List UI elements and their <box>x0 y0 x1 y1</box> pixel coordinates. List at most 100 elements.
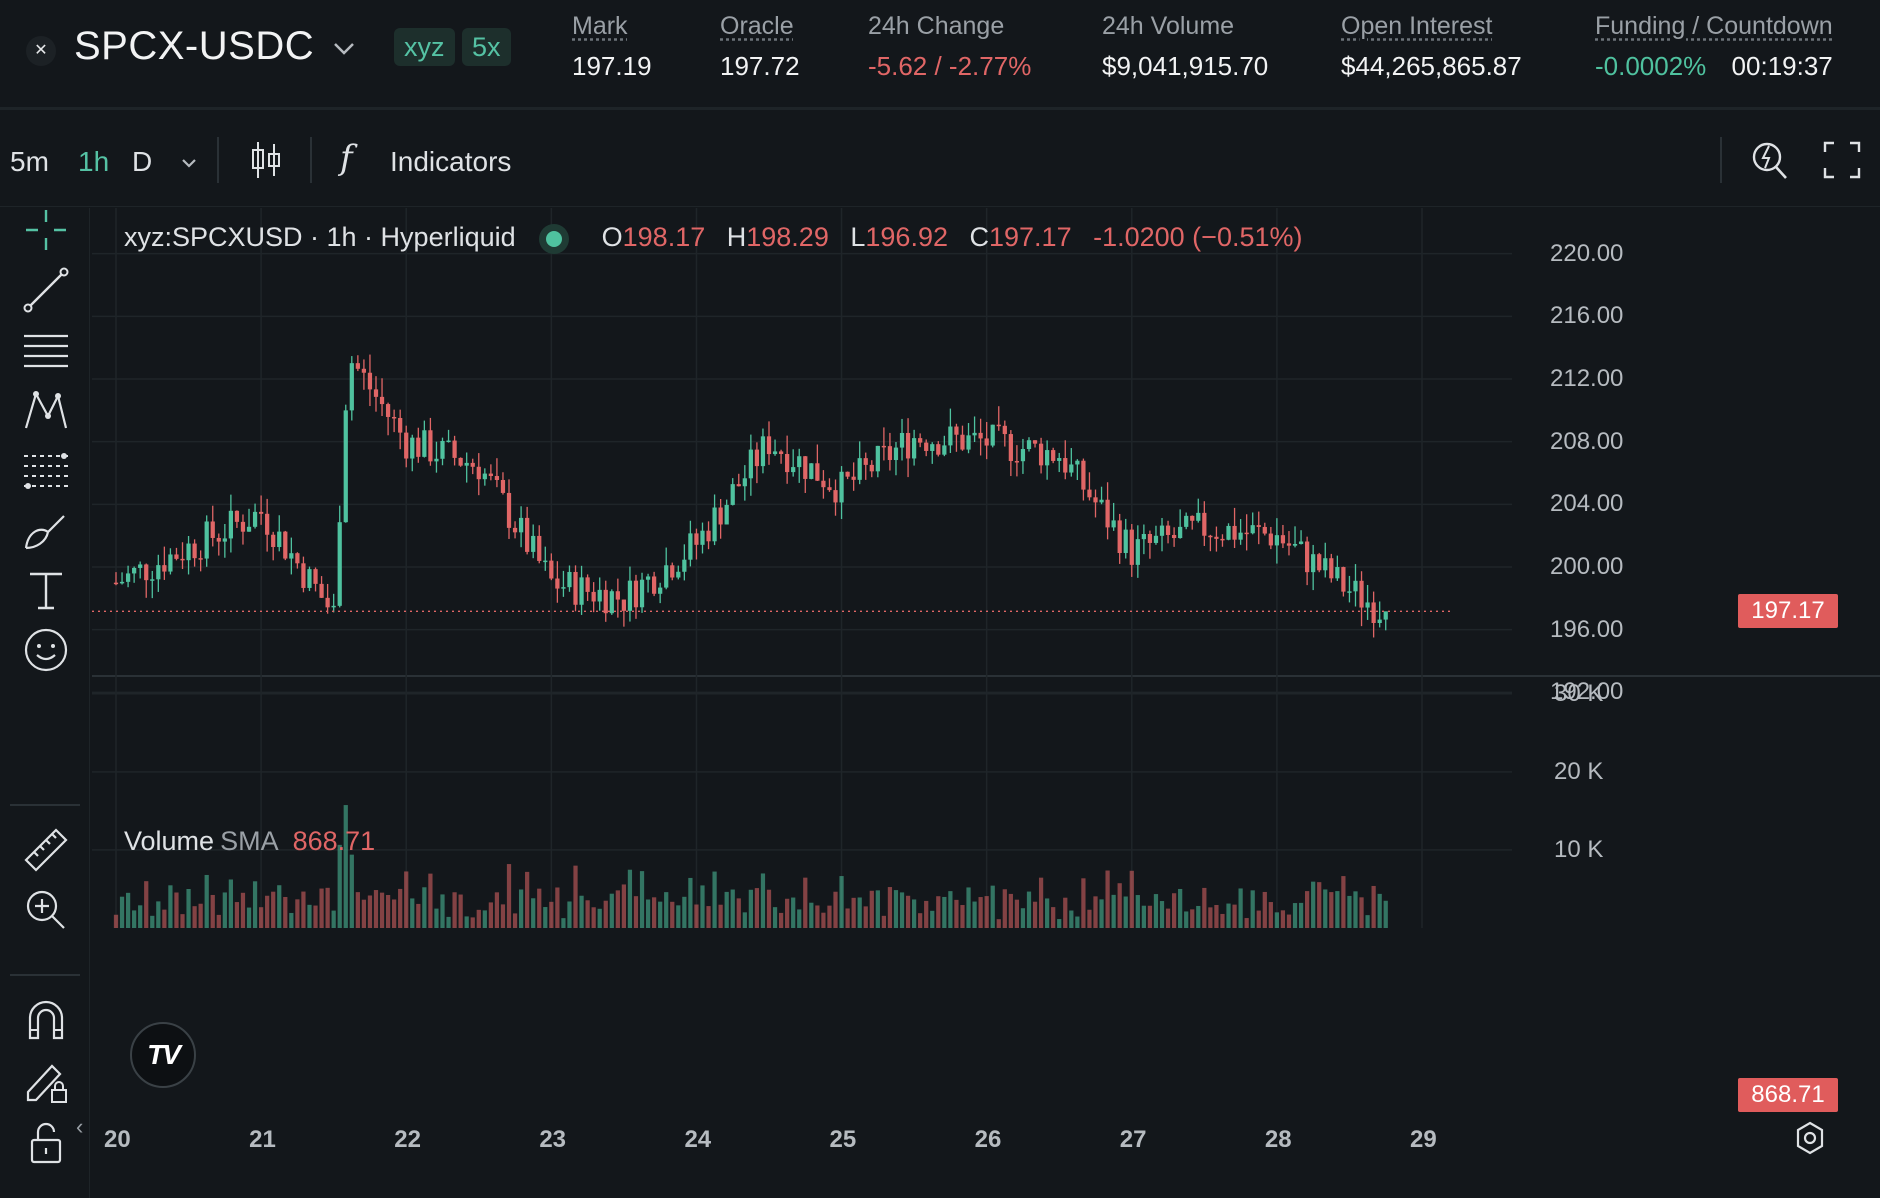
toolbar-divider <box>217 137 219 183</box>
volume-bar <box>639 871 645 928</box>
candlestick-icon[interactable] <box>248 140 284 180</box>
magnet-icon[interactable] <box>18 992 74 1048</box>
toolbar-divider <box>1720 137 1722 183</box>
candle-body <box>313 569 318 584</box>
candle-body <box>1383 611 1388 620</box>
timeframe-1h[interactable]: 1h <box>78 146 110 177</box>
chart-area[interactable]: xyz:SPCXUSD · 1h · Hyperliquid O198.17 H1… <box>76 208 1880 1198</box>
candle-body <box>1051 450 1056 461</box>
candle-body <box>905 432 911 459</box>
volume-bar <box>978 897 983 928</box>
candle-body <box>863 458 868 465</box>
trend-line-icon[interactable] <box>18 262 74 318</box>
volume-bar <box>857 897 862 928</box>
pair-name[interactable]: SPCX-USDC <box>74 24 315 68</box>
candle-body <box>1063 458 1068 473</box>
candle-body <box>609 591 614 614</box>
fullscreen-icon[interactable] <box>1822 140 1862 180</box>
candle-body <box>1371 602 1376 623</box>
volume-bar <box>234 902 240 928</box>
candle-body <box>1262 526 1267 534</box>
timeframe-d[interactable]: D <box>132 146 153 177</box>
candle-body <box>1353 580 1358 592</box>
volume-bar <box>283 896 288 928</box>
date-tick-label: 29 <box>1410 1126 1437 1153</box>
volume-bar <box>1268 902 1273 928</box>
candle-body <box>325 597 330 608</box>
volume-bar <box>1335 891 1340 928</box>
volume-bar <box>778 912 784 928</box>
lock-drawings-icon[interactable] <box>18 1052 74 1108</box>
volume-value: $9,041,915.70 <box>1102 51 1269 81</box>
timeframe-5m[interactable]: 5m <box>10 146 49 177</box>
candle-body <box>924 442 929 451</box>
scroll-left-icon[interactable]: ‹ <box>76 1114 84 1139</box>
volume-bar <box>736 898 741 928</box>
candle-body <box>1311 554 1316 573</box>
candle-body <box>1026 440 1032 450</box>
volume-bar <box>863 906 868 928</box>
candle-body <box>996 424 1001 427</box>
chart-toolbar: 5m 1h D f Indicators <box>0 112 1880 207</box>
price-chart-canvas[interactable] <box>92 208 1880 1198</box>
candle-body <box>760 436 766 467</box>
volume-bar <box>1087 909 1092 928</box>
volume-bar <box>132 910 137 928</box>
candle-body <box>452 440 457 458</box>
candle-body <box>410 437 415 459</box>
candle-body <box>1117 520 1122 554</box>
candle-body <box>307 569 312 588</box>
emoji-icon[interactable] <box>18 622 74 678</box>
open-value: 198.17 <box>622 222 706 252</box>
candle-body <box>125 573 131 582</box>
volume-bar <box>1123 896 1128 928</box>
indicators-button[interactable]: Indicators <box>390 146 512 177</box>
candle-body <box>652 576 657 594</box>
candle-body <box>1141 534 1146 540</box>
volume-bar <box>1153 894 1159 928</box>
volume-bar <box>1063 897 1068 928</box>
horizontal-lines-icon[interactable] <box>18 322 74 378</box>
zoom-in-icon[interactable] <box>18 882 74 938</box>
crosshair-icon[interactable] <box>18 202 74 258</box>
candle-body <box>1256 525 1261 527</box>
volume-bar <box>839 876 844 928</box>
volume-bar <box>1026 891 1032 928</box>
quick-search-icon[interactable] <box>1748 136 1790 182</box>
unlock-icon[interactable] <box>18 1112 74 1168</box>
volume-tick-label: 20 K <box>1554 757 1604 785</box>
market-status-icon <box>545 230 562 247</box>
volume-bar <box>1250 890 1255 928</box>
text-tool-icon[interactable] <box>18 562 74 618</box>
volume-bar <box>277 885 282 928</box>
chevron-down-icon[interactable] <box>178 152 200 174</box>
volume-bar <box>555 887 560 928</box>
volume-bar <box>1323 889 1328 928</box>
volume-bar <box>930 910 935 928</box>
candle-body <box>1323 558 1328 571</box>
volume-bar <box>228 879 233 928</box>
symbol-label: xyz:SPCXUSD · 1h · Hyperliquid <box>124 222 516 252</box>
volume-bar <box>664 892 669 928</box>
volume-bar <box>905 895 911 928</box>
leverage-tag[interactable]: 5x <box>462 28 511 66</box>
candle-body <box>398 417 403 433</box>
candle-body <box>724 504 729 525</box>
candle-body <box>367 372 373 390</box>
volume-bar <box>893 890 899 928</box>
fx-icon[interactable]: f <box>340 138 353 178</box>
candle-body <box>543 560 548 563</box>
volume-bar <box>833 891 838 928</box>
ruler-icon[interactable] <box>18 822 74 878</box>
settings-icon[interactable] <box>1792 1120 1828 1156</box>
volume-bar <box>1165 908 1171 928</box>
tradingview-logo[interactable]: TV <box>130 1022 196 1088</box>
pattern-icon[interactable] <box>18 382 74 438</box>
volume-bar <box>398 888 403 928</box>
brush-icon[interactable] <box>18 502 74 558</box>
volume-bar <box>1099 899 1104 928</box>
fib-retracement-icon[interactable] <box>18 442 74 498</box>
chevron-down-icon[interactable] <box>330 34 358 62</box>
candle-body <box>839 471 844 503</box>
price-tick-label: 204.00 <box>1550 490 1624 518</box>
